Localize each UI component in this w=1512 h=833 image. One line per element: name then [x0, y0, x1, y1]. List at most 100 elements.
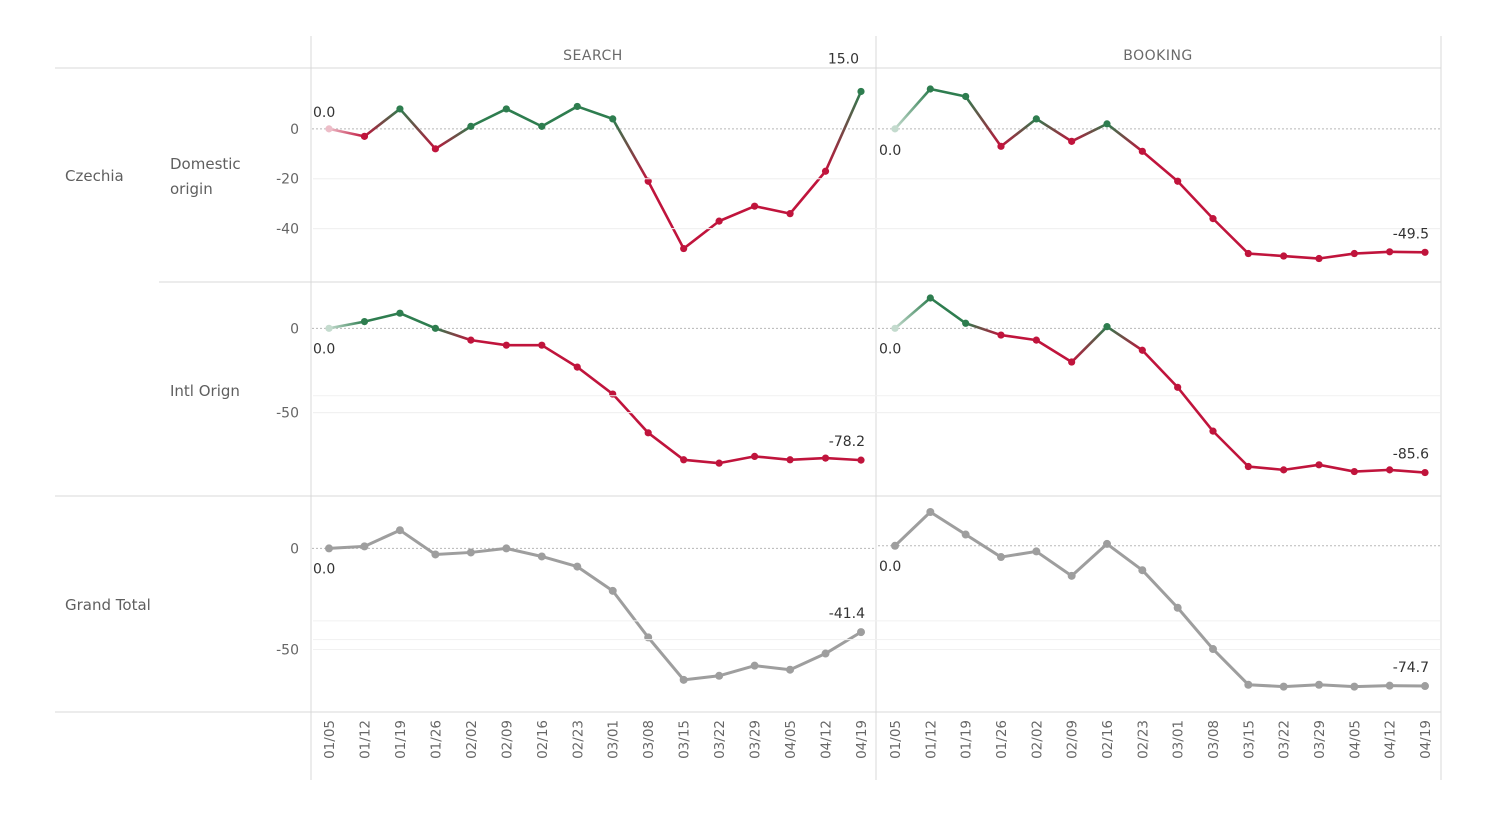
data-point[interactable] — [325, 125, 333, 133]
data-point[interactable] — [1421, 248, 1429, 256]
data-point[interactable] — [502, 105, 510, 113]
data-point[interactable] — [467, 336, 475, 344]
data-point[interactable] — [609, 115, 617, 123]
data-point[interactable] — [926, 294, 934, 302]
data-point[interactable] — [538, 341, 546, 349]
data-point[interactable] — [1174, 177, 1182, 185]
data-point[interactable] — [750, 661, 759, 670]
data-point[interactable] — [1103, 120, 1111, 128]
data-point[interactable] — [1315, 461, 1323, 469]
data-point[interactable] — [857, 456, 865, 464]
x-tick-label: 01/19 — [959, 720, 975, 759]
data-point[interactable] — [1068, 358, 1076, 366]
data-point[interactable] — [1421, 682, 1429, 691]
data-point[interactable] — [396, 309, 404, 317]
data-point[interactable] — [1421, 468, 1429, 477]
data-point[interactable] — [751, 202, 759, 210]
data-point[interactable] — [466, 548, 475, 557]
data-point[interactable] — [431, 145, 439, 153]
data-point[interactable] — [431, 324, 439, 332]
data-point[interactable] — [1138, 346, 1146, 354]
data-point[interactable] — [573, 562, 582, 571]
data-point[interactable] — [609, 390, 617, 398]
data-point[interactable] — [1067, 571, 1076, 580]
data-point[interactable] — [1280, 252, 1288, 260]
data-point[interactable] — [961, 530, 970, 539]
data-point[interactable] — [325, 324, 333, 332]
data-point[interactable] — [1244, 249, 1252, 258]
data-point[interactable] — [644, 177, 652, 185]
data-point[interactable] — [679, 675, 688, 684]
data-point[interactable] — [537, 552, 546, 561]
data-point[interactable] — [715, 459, 723, 467]
data-point[interactable] — [1032, 336, 1040, 344]
data-point[interactable] — [857, 87, 865, 96]
data-point[interactable] — [1244, 462, 1252, 471]
data-point[interactable] — [608, 586, 617, 595]
y-tick-label: -20 — [276, 172, 299, 188]
data-point[interactable] — [1350, 467, 1358, 476]
data-point[interactable] — [1386, 248, 1394, 256]
data-point[interactable] — [1350, 682, 1359, 691]
data-point[interactable] — [1103, 323, 1111, 331]
data-point[interactable] — [325, 544, 333, 553]
x-tick-label: 03/15 — [677, 720, 693, 759]
data-point[interactable] — [396, 105, 404, 113]
data-point[interactable] — [1244, 680, 1253, 689]
data-point[interactable] — [680, 244, 688, 253]
data-point[interactable] — [997, 142, 1005, 150]
data-point[interactable] — [1385, 681, 1394, 690]
data-point[interactable] — [1315, 680, 1323, 689]
data-point[interactable] — [1138, 566, 1147, 575]
data-point[interactable] — [1032, 115, 1040, 123]
data-point[interactable] — [1350, 249, 1358, 258]
data-point[interactable] — [573, 102, 581, 111]
data-point[interactable] — [891, 541, 899, 550]
data-point[interactable] — [1032, 547, 1041, 556]
data-point[interactable] — [926, 85, 934, 93]
data-point[interactable] — [1103, 539, 1111, 548]
data-point[interactable] — [360, 317, 369, 326]
data-point[interactable] — [502, 341, 510, 349]
data-point[interactable] — [431, 550, 440, 559]
data-point[interactable] — [1209, 645, 1217, 654]
data-point[interactable] — [1315, 254, 1323, 263]
data-point[interactable] — [360, 132, 369, 140]
data-point[interactable] — [891, 324, 899, 332]
data-point[interactable] — [1386, 466, 1394, 474]
data-point[interactable] — [715, 671, 724, 680]
data-point[interactable] — [1068, 137, 1076, 145]
data-point[interactable] — [891, 125, 899, 133]
data-point[interactable] — [1173, 603, 1182, 612]
data-point[interactable] — [997, 331, 1005, 339]
data-point[interactable] — [1174, 383, 1182, 391]
data-point[interactable] — [573, 363, 581, 371]
data-point[interactable] — [962, 92, 970, 101]
data-point[interactable] — [502, 544, 511, 553]
data-point[interactable] — [997, 553, 1005, 562]
data-point[interactable] — [360, 542, 369, 551]
data-point[interactable] — [1280, 466, 1288, 474]
data-point[interactable] — [644, 429, 652, 437]
data-point[interactable] — [538, 122, 546, 130]
data-point[interactable] — [821, 649, 830, 658]
x-tick-label: 01/05 — [322, 720, 338, 759]
data-point[interactable] — [821, 454, 830, 462]
data-point[interactable] — [751, 452, 759, 461]
data-point[interactable] — [857, 628, 865, 637]
data-point[interactable] — [1138, 147, 1146, 155]
data-point[interactable] — [395, 526, 404, 535]
data-point[interactable] — [680, 456, 688, 464]
data-point[interactable] — [786, 210, 794, 218]
data-point[interactable] — [715, 217, 723, 225]
data-point[interactable] — [786, 456, 794, 464]
data-point[interactable] — [962, 319, 970, 327]
data-point[interactable] — [1209, 427, 1217, 435]
data-point[interactable] — [786, 665, 795, 674]
row-label-domestic-line1: Domestic — [170, 155, 241, 173]
data-point[interactable] — [1279, 682, 1288, 691]
data-point[interactable] — [1209, 215, 1217, 223]
data-point[interactable] — [467, 122, 475, 130]
data-point[interactable] — [926, 508, 935, 516]
data-point[interactable] — [821, 167, 830, 175]
